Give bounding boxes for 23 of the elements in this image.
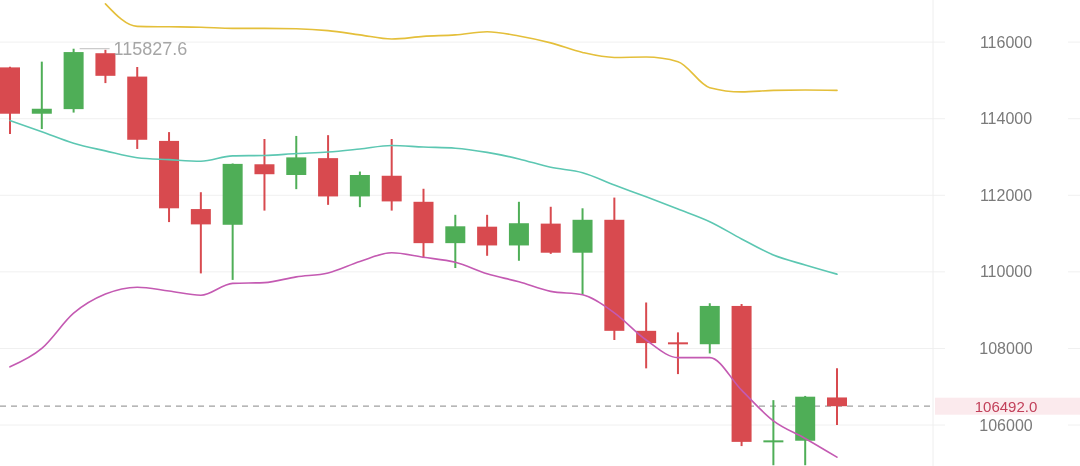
y-tick-label: 106000: [979, 416, 1033, 434]
y-tick-label: 114000: [979, 110, 1033, 128]
candlestick: [95, 48, 116, 85]
ref-line-label: 106492.0: [974, 397, 1038, 415]
candlestick: [445, 213, 466, 270]
candlestick: [508, 200, 529, 262]
y-tick-label: 112000: [979, 186, 1033, 204]
candlestick: [667, 331, 688, 376]
line-series: [104, 3, 838, 93]
line-series: [9, 251, 838, 458]
candlestick: [190, 191, 211, 275]
candlestick: [286, 134, 307, 191]
y-tick-label: 110000: [979, 263, 1033, 281]
candlestick: [349, 170, 370, 209]
y-tick-label: 116000: [979, 33, 1033, 51]
y-tick-label: 108000: [979, 339, 1033, 357]
candlestick: [254, 138, 275, 212]
candlestick: [827, 367, 847, 427]
line-series: [9, 119, 838, 275]
annotation: 115827.6: [113, 38, 188, 59]
candlestick: [31, 60, 52, 131]
candlestick: [763, 399, 784, 466]
candlestick: [477, 213, 498, 257]
